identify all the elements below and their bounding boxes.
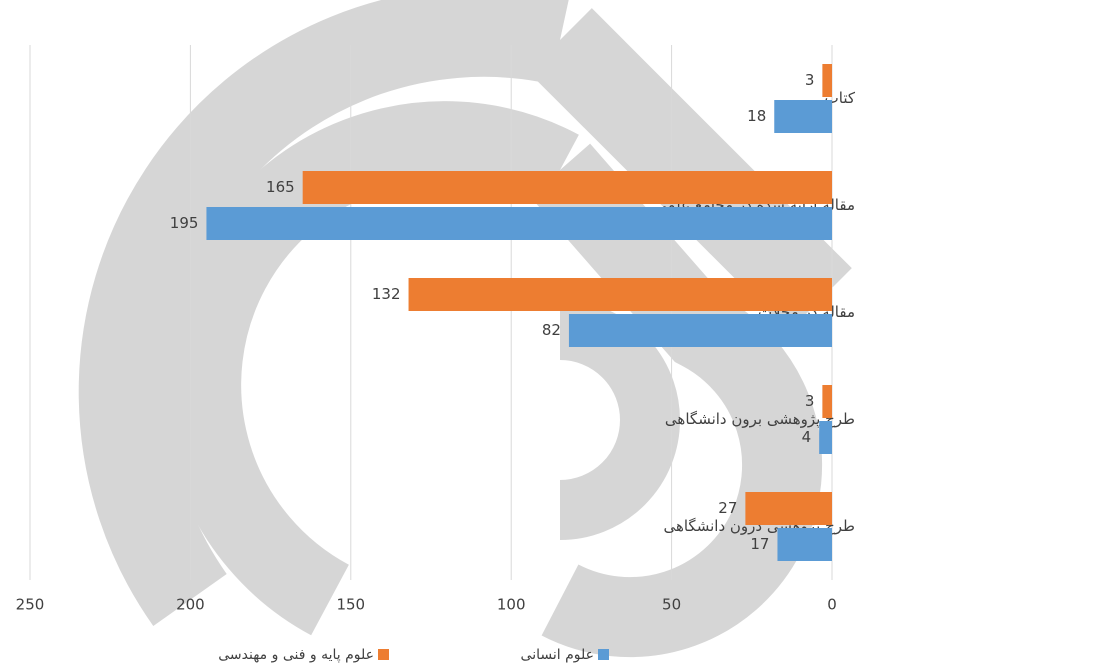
x-tick-label: 50	[662, 596, 681, 614]
y-tick-label: کتاب	[825, 89, 856, 107]
x-tick-label: 200	[176, 596, 205, 614]
legend-label: علوم پایه و فنی و مهندسی	[218, 647, 374, 663]
watermark	[78, 0, 852, 658]
data-label: 3	[805, 71, 815, 89]
legend-label: علوم انسانی	[521, 647, 594, 663]
bar	[568, 314, 832, 347]
bar	[822, 385, 832, 418]
bar	[206, 207, 832, 240]
x-tick-label: 150	[336, 596, 365, 614]
data-label: 18	[747, 107, 766, 125]
x-tick-label: 250	[16, 596, 45, 614]
data-label: 195	[170, 214, 199, 232]
data-label: 4	[802, 428, 812, 446]
x-tick-label: 0	[827, 596, 837, 614]
data-label: 3	[805, 392, 815, 410]
bar	[408, 278, 832, 311]
legend-swatch	[598, 649, 609, 660]
y-tick-label: طرح پژوهشی برون دانشگاهی	[665, 410, 855, 429]
x-tick-label: 100	[497, 596, 526, 614]
data-label: 17	[750, 535, 769, 553]
bar	[745, 492, 832, 525]
data-label: 82	[542, 321, 561, 339]
bar	[302, 171, 832, 204]
bar	[822, 64, 832, 97]
legend-swatch	[378, 649, 389, 660]
data-label: 27	[718, 499, 737, 517]
data-label: 132	[372, 285, 401, 303]
data-label: 165	[266, 178, 295, 196]
bar	[777, 528, 832, 561]
bar	[774, 100, 832, 133]
bar	[819, 421, 832, 454]
